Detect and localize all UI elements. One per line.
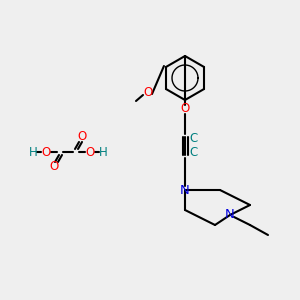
Text: O: O	[41, 146, 51, 158]
Text: C: C	[189, 146, 197, 160]
Text: O: O	[85, 146, 94, 158]
Text: H: H	[99, 146, 107, 158]
Text: N: N	[180, 184, 190, 196]
Text: O: O	[77, 130, 87, 143]
Text: O: O	[180, 103, 190, 116]
Text: O: O	[143, 86, 153, 100]
Text: C: C	[189, 133, 197, 146]
Text: N: N	[225, 208, 235, 221]
Text: O: O	[50, 160, 58, 173]
Text: H: H	[28, 146, 38, 158]
